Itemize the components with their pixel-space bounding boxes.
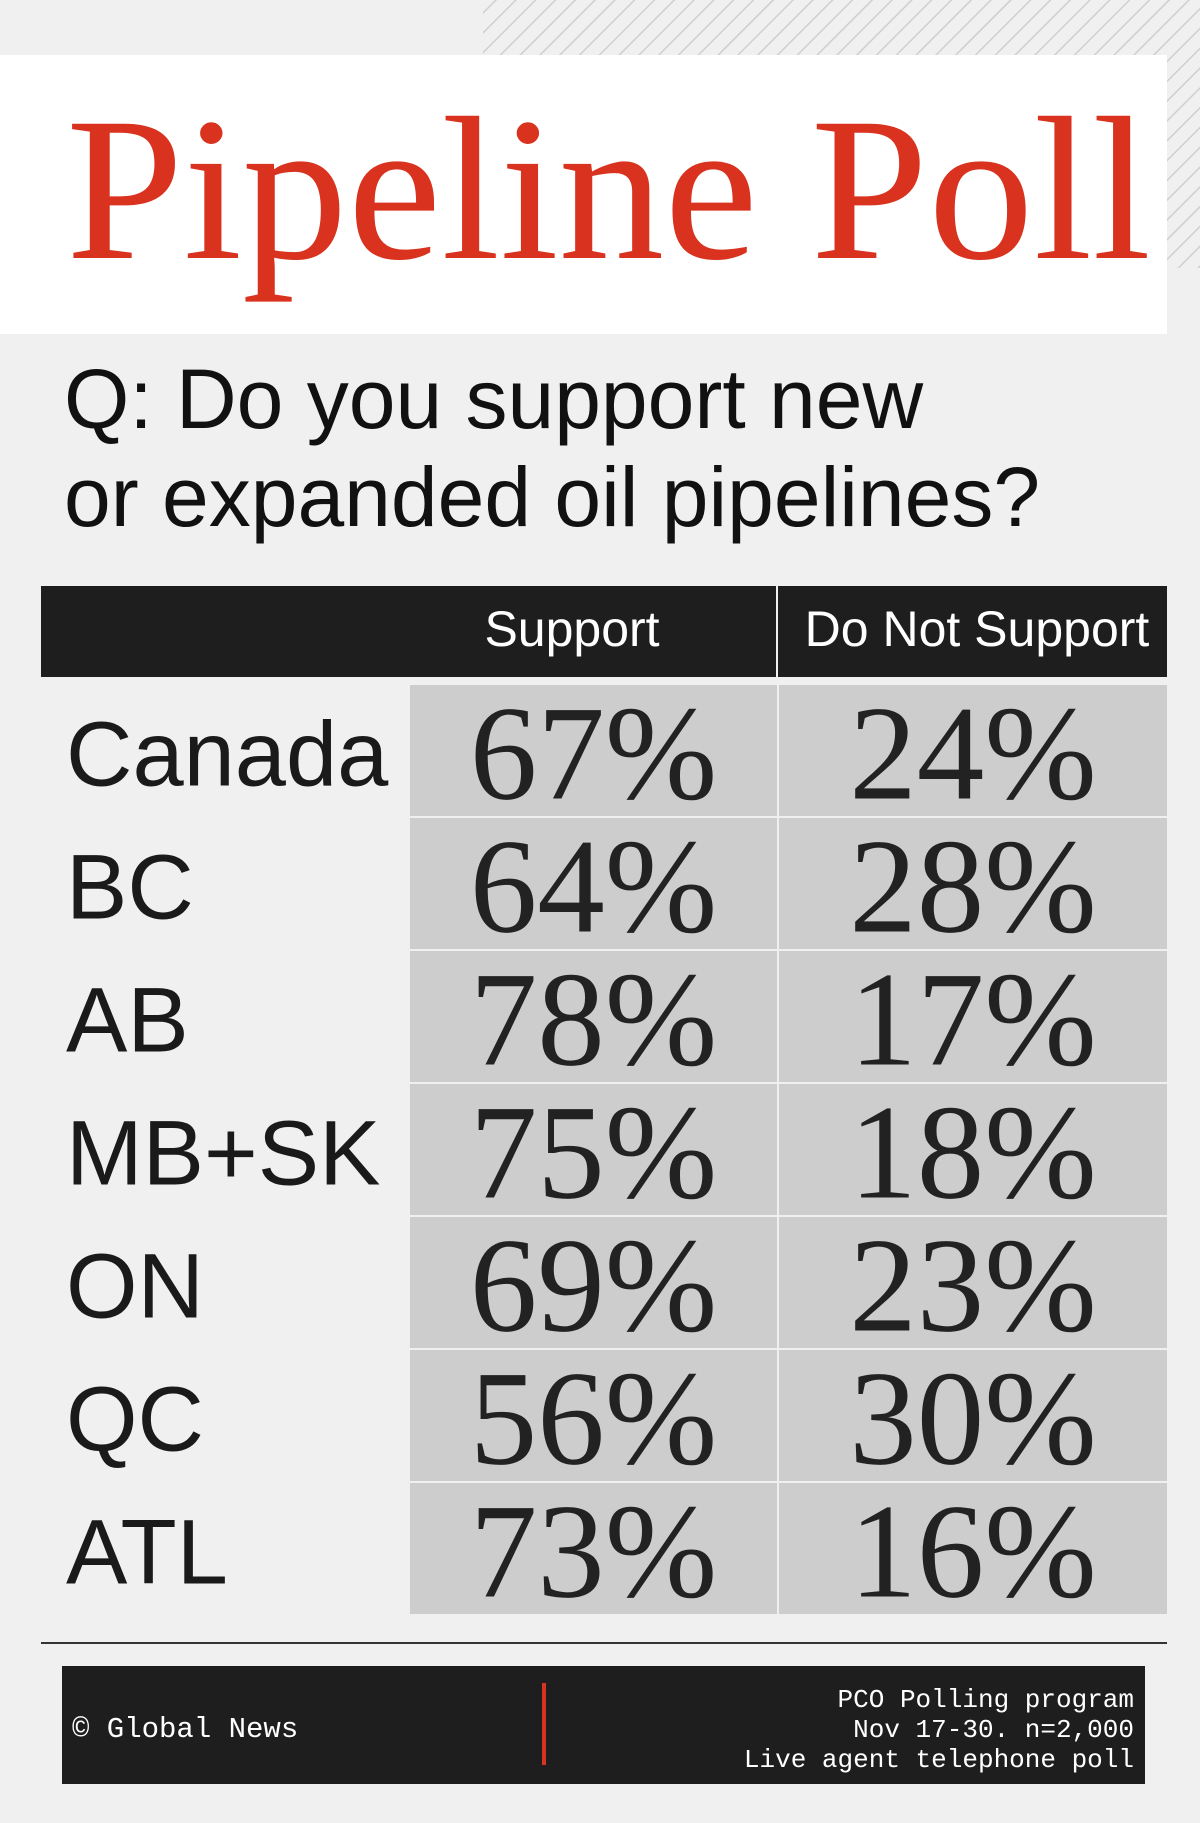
cell-value: 23% xyxy=(849,1212,1096,1361)
cell-value: 78% xyxy=(470,946,717,1095)
cell xyxy=(410,1483,777,1614)
cell xyxy=(779,1483,1167,1614)
cell-value: 69% xyxy=(470,1212,717,1361)
cell xyxy=(779,1350,1167,1481)
cell xyxy=(410,685,777,816)
source-line: Live agent telephone poll xyxy=(744,1745,1134,1775)
title: Pipeline Poll xyxy=(66,76,1151,303)
cell-value: 67% xyxy=(470,680,717,829)
cell-value: 24% xyxy=(849,680,1096,829)
cell xyxy=(779,951,1167,1082)
cell xyxy=(779,1217,1167,1348)
row-label: QC xyxy=(66,1369,204,1471)
cell-value: 30% xyxy=(849,1345,1096,1494)
title-box xyxy=(0,55,1167,334)
cell xyxy=(410,818,777,949)
cell xyxy=(410,951,777,1082)
table-header xyxy=(41,586,1167,677)
row-label: BC xyxy=(66,837,194,939)
cell xyxy=(779,1084,1167,1215)
cell xyxy=(410,1350,777,1481)
cell-value: 75% xyxy=(470,1079,717,1228)
cell-value: 18% xyxy=(849,1079,1096,1228)
hatch-top xyxy=(483,0,1200,55)
credit: © Global News xyxy=(72,1713,298,1746)
cell xyxy=(779,818,1167,949)
row-label: MB+SK xyxy=(66,1103,380,1205)
hatch-side xyxy=(1167,0,1200,268)
cell-value: 73% xyxy=(470,1478,717,1627)
cell xyxy=(779,685,1167,816)
row-label: ON xyxy=(66,1236,204,1338)
row-label: ATL xyxy=(66,1502,228,1604)
table-body: Canada 67% 24% BC 64% 28% AB 78% 17% MB+SK 75% 18% O… xyxy=(66,680,1167,1627)
column-header: Support xyxy=(484,601,659,657)
question-line: Q: Do you support new xyxy=(64,352,923,446)
question-line: or expanded oil pipelines? xyxy=(64,450,1040,544)
cell-value: 64% xyxy=(470,813,717,962)
row-label: AB xyxy=(66,970,189,1072)
cell-value: 17% xyxy=(849,946,1096,1095)
cell xyxy=(410,1217,777,1348)
cell-value: 56% xyxy=(470,1345,717,1494)
row-label: Canada xyxy=(66,704,389,806)
cell-value: 28% xyxy=(849,813,1096,962)
cell xyxy=(410,1084,777,1215)
footer xyxy=(62,1666,1145,1784)
cell-value: 16% xyxy=(849,1478,1096,1627)
source-line: Nov 17-30. n=2,000 xyxy=(853,1715,1134,1745)
source-line: PCO Polling program xyxy=(838,1685,1134,1715)
column-header: Do Not Support xyxy=(805,601,1150,657)
